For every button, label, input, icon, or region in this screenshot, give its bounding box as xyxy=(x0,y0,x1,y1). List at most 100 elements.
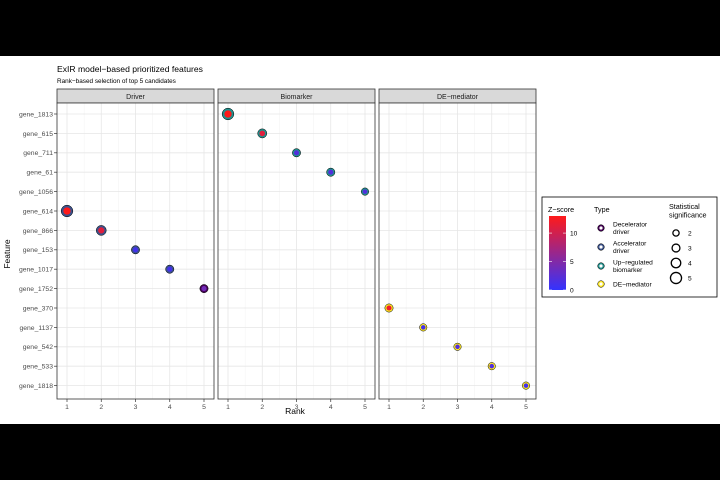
legend-significance-swatch xyxy=(670,257,682,269)
x-tick-label: 4 xyxy=(168,404,172,411)
y-tick-label: gene_1752 xyxy=(19,286,53,293)
zscore-tick-label: 10 xyxy=(570,230,578,237)
legend-significance-swatch xyxy=(669,271,683,285)
data-point xyxy=(453,342,462,351)
legend-type-item: Decelerator driver xyxy=(597,222,648,237)
point-zscore-fill xyxy=(362,189,368,194)
facet-strip-label: Driver xyxy=(126,94,145,101)
data-point xyxy=(257,128,268,139)
point-zscore-fill xyxy=(523,383,529,388)
legend-zscore: Z−score 0 5 10 xyxy=(548,205,578,294)
data-point xyxy=(131,245,140,255)
legend-significance-label: 2 xyxy=(688,230,692,237)
legend-type-label: Accelerator driver xyxy=(613,241,647,256)
legend-type-swatch-center xyxy=(599,245,603,249)
legend-zscore-title: Z−score xyxy=(548,205,574,214)
point-zscore-fill xyxy=(489,363,495,369)
legend-type-label: DE−mediator xyxy=(613,281,652,288)
y-axis: gene_1813 gene_615 gene_711 gene_61 gene_105… xyxy=(19,111,57,390)
x-tick-label: 5 xyxy=(524,404,528,411)
point-zscore-fill xyxy=(259,130,266,137)
data-point xyxy=(292,148,301,158)
point-zscore-fill xyxy=(132,247,139,253)
x-tick-label: 4 xyxy=(329,404,333,411)
facet-panels: Driver Biomarker DE−mediator xyxy=(56,88,537,400)
x-tick-label: 2 xyxy=(421,404,425,411)
y-tick-label: gene_1017 xyxy=(19,267,53,274)
legend-significance-label: 4 xyxy=(688,260,692,267)
x-tick-label: 5 xyxy=(363,404,367,411)
point-zscore-fill xyxy=(167,266,173,272)
data-point xyxy=(60,204,74,218)
point-zscore-fill xyxy=(98,227,105,234)
x-tick-label: 4 xyxy=(490,404,494,411)
point-zscore-fill xyxy=(224,110,232,118)
data-point xyxy=(522,381,530,390)
y-tick-label: gene_711 xyxy=(23,150,53,157)
legend-type-item: DE−mediator xyxy=(597,280,652,288)
x-tick-label: 3 xyxy=(295,404,299,411)
legend-significance-swatch xyxy=(671,243,681,253)
legend-significance-title: Statistical significance xyxy=(669,202,707,220)
x-tick-label: 3 xyxy=(456,404,460,411)
y-tick-label: gene_533 xyxy=(23,364,53,371)
x-tick-label: 2 xyxy=(99,404,103,411)
scatter-chart: ExIR model−based prioritized features Ra… xyxy=(2,64,718,416)
y-tick-label: gene_542 xyxy=(23,344,53,351)
y-tick-label: gene_1813 xyxy=(19,111,53,118)
data-point xyxy=(487,362,496,371)
point-zscore-fill xyxy=(328,169,334,175)
zscore-tick-label: 0 xyxy=(570,287,574,294)
legend-type-item: Accelerator driver xyxy=(597,241,647,256)
data-point xyxy=(361,187,369,196)
chart-subtitle: Rank−based selection of top 5 candidates xyxy=(57,78,176,85)
legend-type-label: Decelerator driver xyxy=(613,222,648,237)
legend-significance-label: 3 xyxy=(688,245,692,252)
panel-0: Driver xyxy=(56,88,215,400)
data-point xyxy=(221,107,235,121)
y-tick-label: gene_615 xyxy=(23,131,53,138)
y-tick-label: gene_1056 xyxy=(19,189,53,196)
data-point xyxy=(96,225,107,236)
legend-type-label: Up−regulated biomarker xyxy=(613,260,653,275)
legend-type-swatch-center xyxy=(599,264,603,268)
legend-significance-swatch xyxy=(672,229,680,237)
data-point xyxy=(326,167,336,177)
x-tick-label: 2 xyxy=(260,404,264,411)
legend-type-swatch-center xyxy=(599,282,603,286)
zscore-colorbar xyxy=(549,216,566,290)
legend-type-title: Type xyxy=(594,205,610,214)
y-tick-label: gene_866 xyxy=(23,228,53,235)
facet-strip-label: DE−mediator xyxy=(437,94,479,101)
x-tick-label: 5 xyxy=(202,404,206,411)
x-tick-label: 3 xyxy=(134,404,138,411)
x-axis-title: Rank xyxy=(285,406,306,416)
legend-significance: Statistical significance 2 3 4 5 xyxy=(669,202,707,285)
chart-figure: ExIR model−based prioritized features Ra… xyxy=(0,56,720,424)
y-tick-label: gene_61 xyxy=(27,170,54,177)
x-tick-label: 1 xyxy=(65,404,69,411)
legend-box xyxy=(541,196,718,298)
y-tick-label: gene_153 xyxy=(23,247,53,254)
data-point xyxy=(419,323,428,332)
x-tick-label: 1 xyxy=(387,404,391,411)
point-zscore-fill xyxy=(455,344,460,350)
y-tick-label: gene_1818 xyxy=(19,383,53,390)
point-zscore-fill xyxy=(420,325,426,330)
data-point xyxy=(165,264,175,274)
facet-strip-label: Biomarker xyxy=(281,94,314,101)
point-zscore-fill xyxy=(63,207,71,215)
y-axis-title: Feature xyxy=(2,239,12,269)
x-axes: 1 2 3 4 5 1 2 3 4 5 1 2 3 4 5 xyxy=(65,399,528,411)
y-tick-label: gene_1137 xyxy=(19,325,53,332)
legend-type-item: Up−regulated biomarker xyxy=(597,260,653,275)
panel-1: Biomarker xyxy=(217,88,376,400)
zscore-tick-label: 5 xyxy=(570,259,574,266)
data-point xyxy=(384,303,394,313)
panel-2: DE−mediator xyxy=(378,88,537,400)
point-zscore-fill xyxy=(386,305,392,311)
x-tick-label: 1 xyxy=(226,404,230,411)
data-point xyxy=(199,284,209,294)
